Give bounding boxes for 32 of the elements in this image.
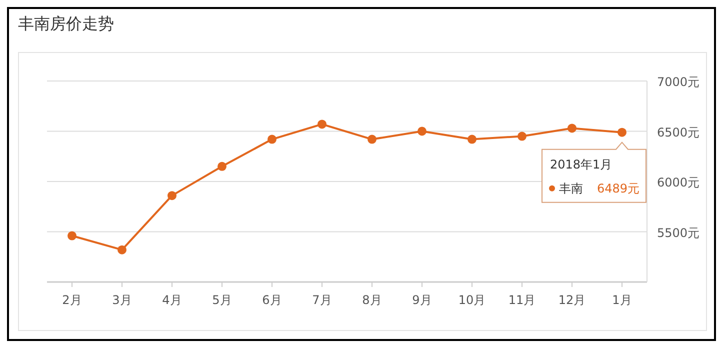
legend-label: 丰南 — [559, 181, 583, 196]
x-tick-label: 4月 — [162, 293, 182, 307]
point — [518, 132, 526, 141]
point — [418, 126, 426, 136]
y-tick-label: 7000元 — [657, 75, 700, 89]
point — [268, 134, 276, 144]
x-tick-label: 2月 — [62, 293, 82, 307]
x-tick-label: 8月 — [362, 293, 382, 307]
point — [118, 245, 126, 254]
point — [318, 120, 326, 129]
x-tick-label: 6月 — [262, 293, 282, 307]
x-tick-label: 12月 — [558, 293, 586, 307]
annotation: 2018年1月 — [550, 157, 612, 172]
x-tick-label: 3月 — [112, 293, 132, 307]
point — [218, 162, 226, 171]
annotation: 6489元 — [597, 181, 640, 196]
x-tick-label: 10月 — [458, 293, 486, 307]
x-tick-label: 9月 — [412, 293, 432, 307]
point — [468, 134, 476, 144]
x-tick-label: 1月 — [612, 293, 632, 307]
point — [68, 231, 76, 240]
x-tick-label: 11月 — [508, 293, 536, 307]
point — [168, 191, 176, 200]
point — [368, 134, 376, 144]
point — [568, 124, 576, 133]
point — [618, 128, 626, 137]
y-tick-label: 6500元 — [657, 125, 700, 140]
y-tick-label: 5500元 — [657, 226, 700, 240]
x-tick-label: 7月 — [312, 293, 332, 307]
y-tick-label: 6000元 — [657, 176, 700, 190]
x-tick-label: 5月 — [212, 293, 232, 307]
chart-title: 丰南房价走势 — [18, 14, 114, 33]
